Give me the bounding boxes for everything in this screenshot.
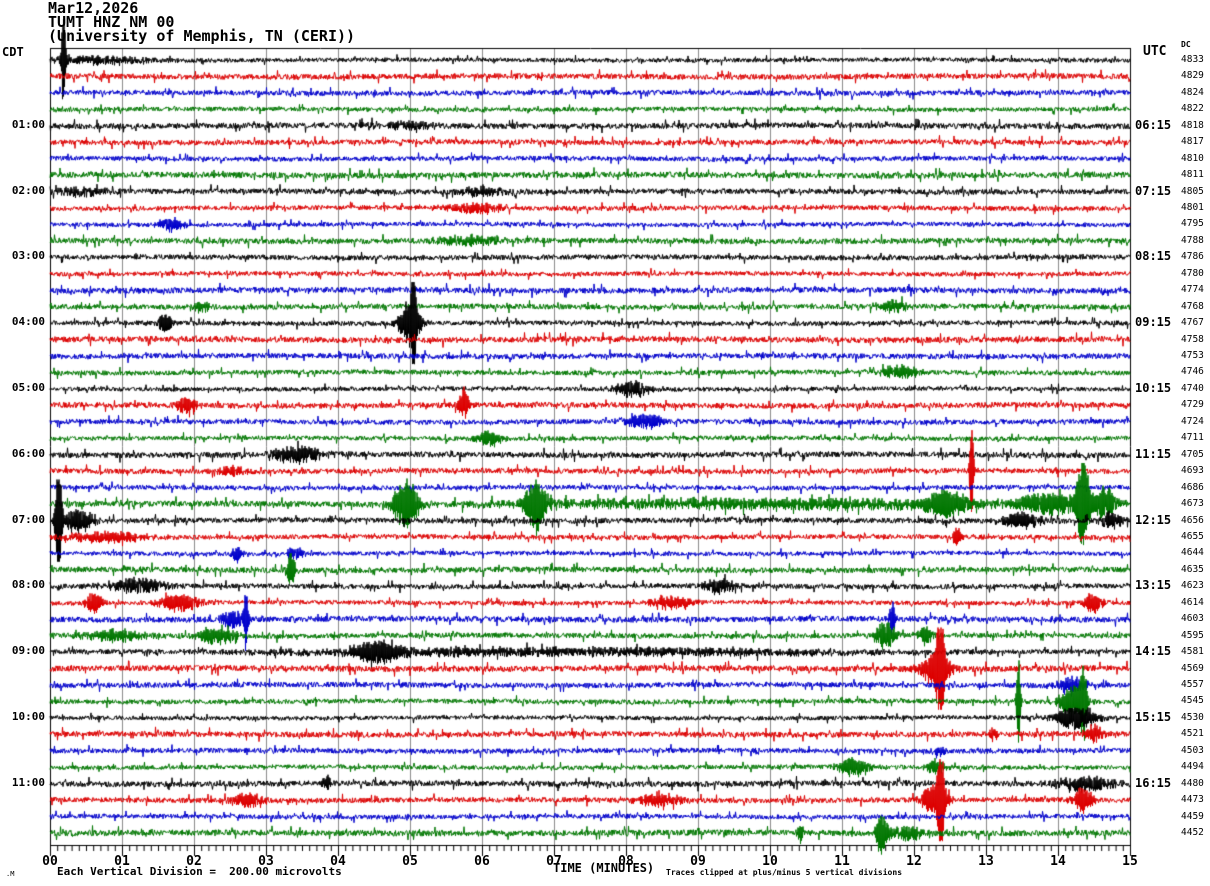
dc-value: 4581 — [1181, 646, 1204, 657]
dc-value: 4833 — [1181, 54, 1204, 65]
dc-value: 4817 — [1181, 136, 1204, 147]
dc-value: 4693 — [1181, 465, 1204, 476]
dc-value: 4822 — [1181, 103, 1204, 114]
dc-value: 4774 — [1181, 284, 1204, 295]
dc-value: 4530 — [1181, 712, 1204, 723]
cdt-label: 09:00 — [11, 644, 45, 657]
dc-value: 4614 — [1181, 597, 1204, 608]
x-tick-label: 03 — [258, 854, 274, 869]
dc-value: 4557 — [1181, 679, 1204, 690]
title-station: TUMT HNZ NM 00 — [48, 13, 175, 31]
x-tick-label: 05 — [402, 854, 418, 869]
cdt-label: 10:00 — [11, 710, 45, 723]
utc-label: 16:15 — [1135, 776, 1172, 790]
dc-value: 4569 — [1181, 663, 1204, 674]
x-tick-label: 15 — [1122, 854, 1138, 869]
utc-label: 10:15 — [1135, 381, 1172, 395]
dc-value: 4810 — [1181, 153, 1204, 164]
cdt-label: 02:00 — [11, 184, 45, 197]
utc-label: 11:15 — [1135, 447, 1172, 461]
x-tick-label: 13 — [978, 854, 994, 869]
x-tick-label: 01 — [114, 854, 130, 869]
dc-value: 4801 — [1181, 202, 1204, 213]
x-tick-label: 07 — [546, 854, 562, 869]
dc-value: 4623 — [1181, 580, 1204, 591]
dc-value: 4746 — [1181, 366, 1204, 377]
dc-value: 4673 — [1181, 498, 1204, 509]
utc-label: 08:15 — [1135, 249, 1172, 263]
utc-label: 07:15 — [1135, 184, 1172, 198]
cdt-header: CDT — [2, 45, 24, 59]
cdt-label: 11:00 — [11, 776, 45, 789]
x-tick-label: 08 — [618, 854, 634, 869]
dc-value: 4795 — [1181, 218, 1204, 229]
utc-label: 06:15 — [1135, 118, 1172, 132]
dc-value: 4788 — [1181, 235, 1204, 246]
x-tick-label: 14 — [1050, 854, 1066, 869]
utc-label: 13:15 — [1135, 578, 1172, 592]
dc-value: 4473 — [1181, 794, 1204, 805]
utc-label: 09:15 — [1135, 315, 1172, 329]
dc-value: 4829 — [1181, 70, 1204, 81]
dc-value: 4740 — [1181, 383, 1204, 394]
utc-header: UTC — [1143, 44, 1167, 59]
utc-label: 12:15 — [1135, 513, 1172, 527]
dc-value: 4768 — [1181, 301, 1204, 312]
dc-value: 4656 — [1181, 515, 1204, 526]
dc-value: 4503 — [1181, 745, 1204, 756]
scale-note: Each Vertical Division = 200.00 microvol… — [57, 865, 342, 878]
watermark: .M — [6, 870, 15, 878]
dc-value: 4758 — [1181, 334, 1204, 345]
dc-value: 4705 — [1181, 449, 1204, 460]
x-tick-label: 09 — [690, 854, 706, 869]
dc-value: 4780 — [1181, 268, 1204, 279]
x-tick-label: 06 — [474, 854, 490, 869]
cdt-label: 06:00 — [11, 447, 45, 460]
dc-value: 4603 — [1181, 613, 1204, 624]
dc-value: 4811 — [1181, 169, 1204, 180]
dc-value: 4655 — [1181, 531, 1204, 542]
dc-value: 4818 — [1181, 120, 1204, 131]
dc-value: 4805 — [1181, 186, 1204, 197]
x-tick-label: 00 — [42, 854, 58, 869]
x-tick-label: 11 — [834, 854, 850, 869]
cdt-label: 08:00 — [11, 578, 45, 591]
dc-value: 4595 — [1181, 630, 1204, 641]
clip-note: Traces clipped at plus/minus 5 vertical … — [666, 868, 903, 877]
cdt-label: 07:00 — [11, 513, 45, 526]
x-tick-label: 02 — [186, 854, 202, 869]
dc-value: 4729 — [1181, 399, 1204, 410]
title-affiliation: (University of Memphis, TN (CERI)) — [48, 27, 356, 45]
cdt-label: 03:00 — [11, 249, 45, 262]
dc-value: 4686 — [1181, 482, 1204, 493]
dc-value: 4753 — [1181, 350, 1204, 361]
dc-value: 4635 — [1181, 564, 1204, 575]
x-tick-label: 10 — [762, 854, 778, 869]
dc-value: 4724 — [1181, 416, 1204, 427]
dc-value: 4494 — [1181, 761, 1204, 772]
dc-value: 4521 — [1181, 728, 1204, 739]
dc-value: 4767 — [1181, 317, 1204, 328]
x-tick-label: 12 — [906, 854, 922, 869]
dc-value: 4545 — [1181, 695, 1204, 706]
x-tick-label: 04 — [330, 854, 346, 869]
dc-header: DC — [1181, 40, 1191, 49]
dc-value: 4459 — [1181, 811, 1204, 822]
dc-value: 4480 — [1181, 778, 1204, 789]
cdt-label: 01:00 — [11, 118, 45, 131]
cdt-label: 05:00 — [11, 381, 45, 394]
utc-label: 15:15 — [1135, 710, 1172, 724]
dc-value: 4711 — [1181, 432, 1204, 443]
dc-value: 4824 — [1181, 87, 1204, 98]
utc-label: 14:15 — [1135, 644, 1172, 658]
dc-value: 4452 — [1181, 827, 1204, 838]
x-axis-title: TIME (MINUTES) — [553, 861, 655, 875]
dc-value: 4644 — [1181, 547, 1204, 558]
title-date: Mar12,2026 — [48, 0, 139, 17]
cdt-label: 04:00 — [11, 315, 45, 328]
dc-value: 4786 — [1181, 251, 1204, 262]
